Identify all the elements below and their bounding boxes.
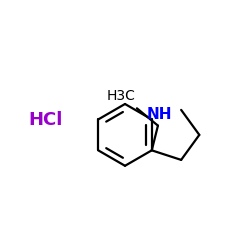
Text: NH: NH <box>146 107 172 122</box>
Text: H3C: H3C <box>107 89 136 103</box>
Text: HCl: HCl <box>29 111 63 129</box>
